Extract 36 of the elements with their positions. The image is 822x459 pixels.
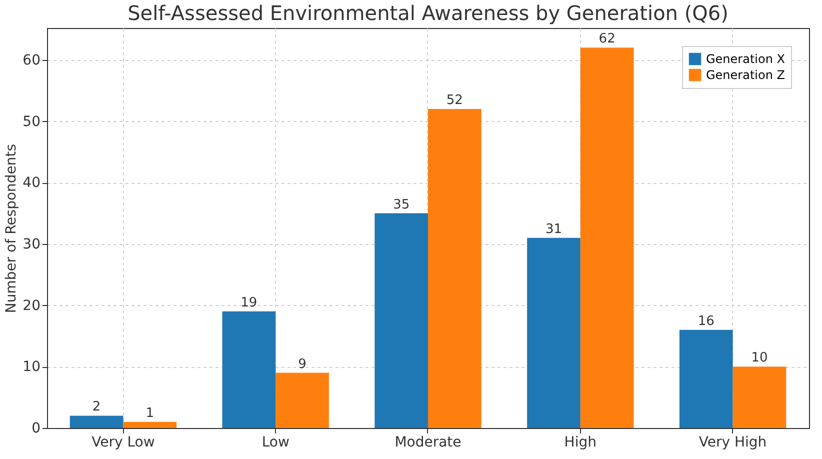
y-axis-title: Number of Respondents: [4, 144, 20, 314]
data-label: 10: [751, 350, 768, 366]
y-tick-label: 40: [22, 175, 40, 192]
y-tick-label: 0: [32, 420, 40, 436]
data-label: 52: [446, 92, 463, 108]
bar: [428, 108, 482, 428]
data-label: 2: [92, 400, 101, 415]
y-tick-label: 20: [22, 298, 40, 314]
bar: [580, 48, 634, 428]
chart-title: Self-Assessed Environmental Awareness by Generation (Q6): [128, 1, 728, 25]
bar: [222, 311, 276, 428]
bar: [70, 416, 124, 428]
x-tick-label: High: [564, 434, 596, 450]
bar: [679, 330, 733, 428]
y-tick-label: 30: [22, 236, 40, 252]
y-tick-label: 50: [22, 114, 40, 130]
bar: [732, 366, 786, 428]
y-tick-label: 60: [22, 52, 40, 68]
data-label: 62: [598, 32, 616, 47]
data-label: 31: [545, 222, 562, 237]
x-tick-label: Very Low: [92, 434, 155, 450]
legend-label: Generation Z: [706, 68, 785, 82]
data-label: 1: [146, 406, 154, 421]
bar: [276, 372, 329, 428]
data-label: 19: [240, 295, 258, 310]
data-label: 9: [298, 356, 306, 372]
y-tick-label: 10: [22, 359, 40, 376]
bar: [123, 422, 177, 428]
x-tick-label: Moderate: [394, 434, 462, 450]
x-tick-label: Very High: [698, 434, 767, 450]
x-tick-label: Low: [262, 434, 290, 450]
bar: [374, 213, 428, 428]
data-label: 35: [393, 197, 410, 212]
legend-label: Generation X: [706, 52, 785, 66]
bar: [527, 238, 580, 428]
data-label: 16: [698, 314, 714, 329]
